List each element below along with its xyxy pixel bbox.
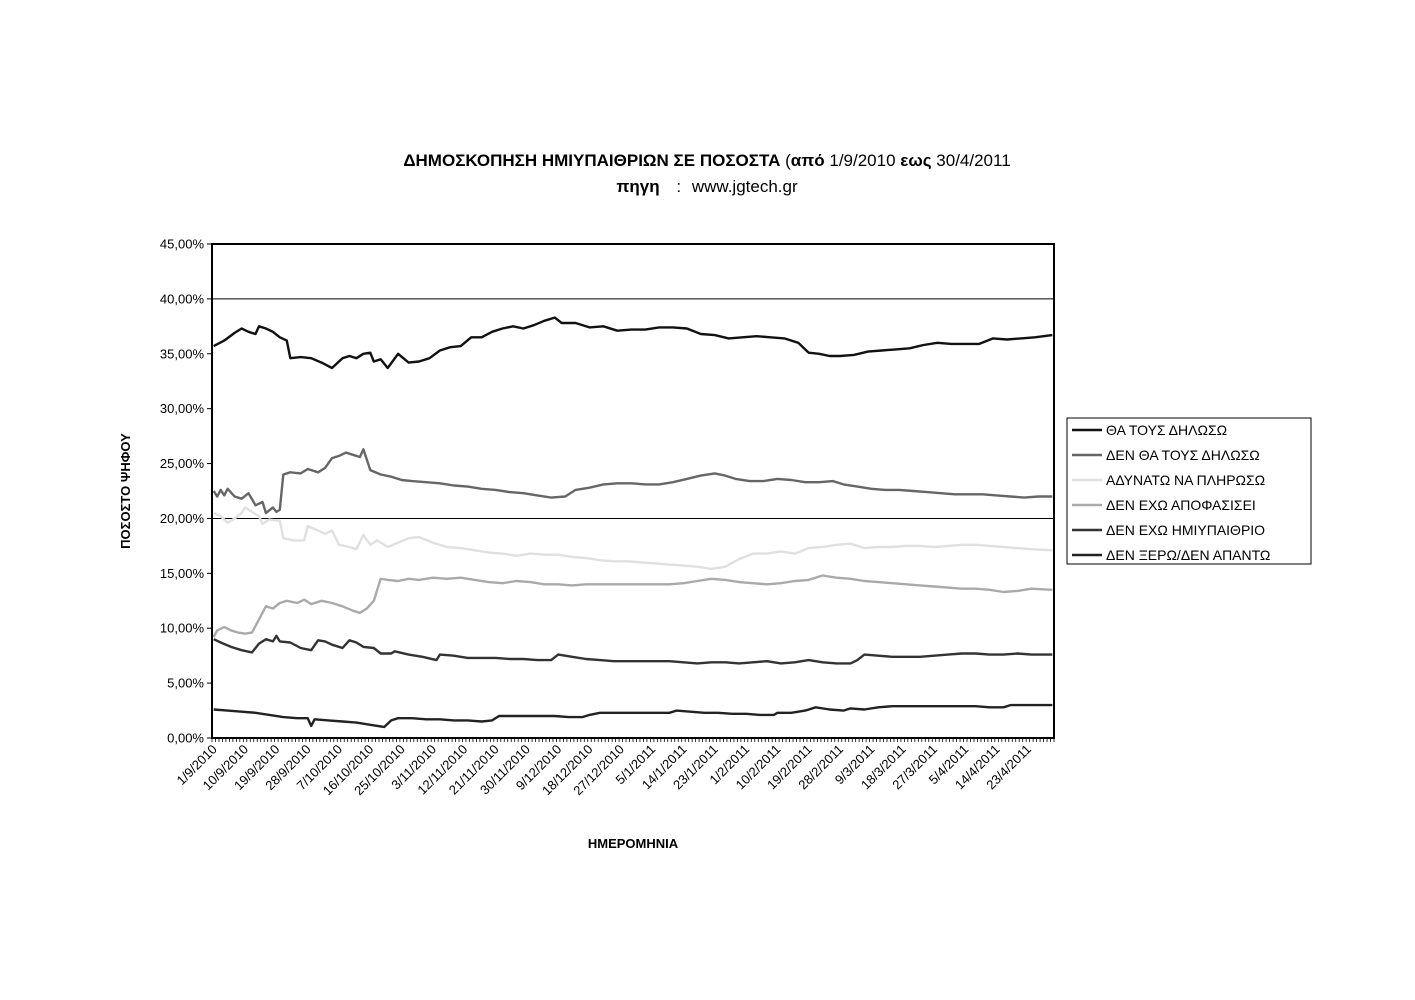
y-tick-label: 25,00% bbox=[160, 456, 205, 471]
x-axis-title: ΗΜΕΡΟΜΗΝΙΑ bbox=[588, 836, 679, 851]
chart-subtitle-url: www.jgtech.gr bbox=[691, 177, 798, 196]
plot-area: 0,00% 5,00% 10,00% 15,00% 20,00% 25,00% 30,00%… bbox=[160, 237, 1055, 798]
chart-subtitle: πηγη : www.jgtech.gr bbox=[616, 177, 798, 196]
chart-title-to: εως bbox=[900, 151, 931, 170]
chart-subtitle-source-label: πηγη bbox=[616, 177, 659, 196]
chart-title: ΔΗΜΟΣΚΟΠΗΣΗ ΗΜΙΥΠΑΙΘΡΙΩΝ ΣΕ ΠΟΣΟΣΤΑ (από… bbox=[403, 151, 1010, 170]
chart-title-main: ΔΗΜΟΣΚΟΠΗΣΗ ΗΜΙΥΠΑΙΘΡΙΩΝ ΣΕ ΠΟΣΟΣΤΑ bbox=[403, 151, 780, 170]
legend-label: ΘΑ ΤΟΥΣ ΔΗΛΩΣΩ bbox=[1106, 422, 1227, 438]
y-tick-label: 10,00% bbox=[160, 621, 205, 636]
x-axis: 1/9/201010/9/201019/9/201028/9/20107/10/… bbox=[173, 738, 1055, 798]
legend-box bbox=[1066, 417, 1312, 565]
series-line bbox=[212, 574, 1053, 638]
series-lines bbox=[212, 316, 1053, 729]
legend: ΘΑ ΤΟΥΣ ΔΗΛΩΣΩ ΔΕΝ ΘΑ ΤΟΥΣ ΔΗΛΩΣΩ ΑΔΥΝΑΤΩ … bbox=[1066, 417, 1312, 565]
chart-title-start-date: 1/9/2010 bbox=[829, 151, 895, 170]
gridlines bbox=[212, 298, 1054, 519]
y-tick-label: 20,00% bbox=[160, 511, 205, 526]
y-tick-label: 15,00% bbox=[160, 566, 205, 581]
chart-title-end-date: 30/4/2011 bbox=[936, 151, 1010, 170]
y-tick-label: 5,00% bbox=[167, 676, 204, 691]
y-tick-label: 40,00% bbox=[160, 291, 205, 306]
series-line bbox=[213, 506, 1053, 571]
y-axis: 0,00% 5,00% 10,00% 15,00% 20,00% 25,00% 30,00%… bbox=[160, 237, 212, 746]
y-tick-label: 0,00% bbox=[167, 731, 204, 746]
legend-label: ΔΕΝ ΕΧΩ ΑΠΟΦΑΣΙΣΕΙ bbox=[1106, 497, 1256, 513]
chart-title-paren: ( bbox=[785, 151, 791, 170]
legend-label: ΔΕΝ ΕΧΩ ΗΜΙΥΠΑΙΘΡΙΟ bbox=[1106, 522, 1265, 538]
series-line bbox=[212, 448, 1053, 515]
series-line bbox=[213, 634, 1053, 665]
series-line bbox=[213, 316, 1053, 370]
y-tick-label: 35,00% bbox=[160, 346, 205, 361]
series-line bbox=[213, 703, 1053, 729]
y-tick-label: 30,00% bbox=[160, 401, 205, 416]
chart-subtitle-separator: : bbox=[676, 177, 681, 196]
chart-title-from: από bbox=[791, 151, 825, 170]
y-axis-title: ΠΟΣΟΣΤΟ ΨΗΦΟΥ bbox=[118, 433, 133, 549]
y-tick-label: 45,00% bbox=[160, 237, 205, 252]
legend-label: ΔΕΝ ΘΑ ΤΟΥΣ ΔΗΛΩΣΩ bbox=[1106, 447, 1260, 463]
legend-label: ΑΔΥΝΑΤΩ ΝΑ ΠΛΗΡΩΣΩ bbox=[1106, 472, 1265, 488]
legend-label: ΔΕΝ ΞΕΡΩ/ΔΕΝ ΑΠΑΝΤΩ bbox=[1106, 547, 1270, 563]
